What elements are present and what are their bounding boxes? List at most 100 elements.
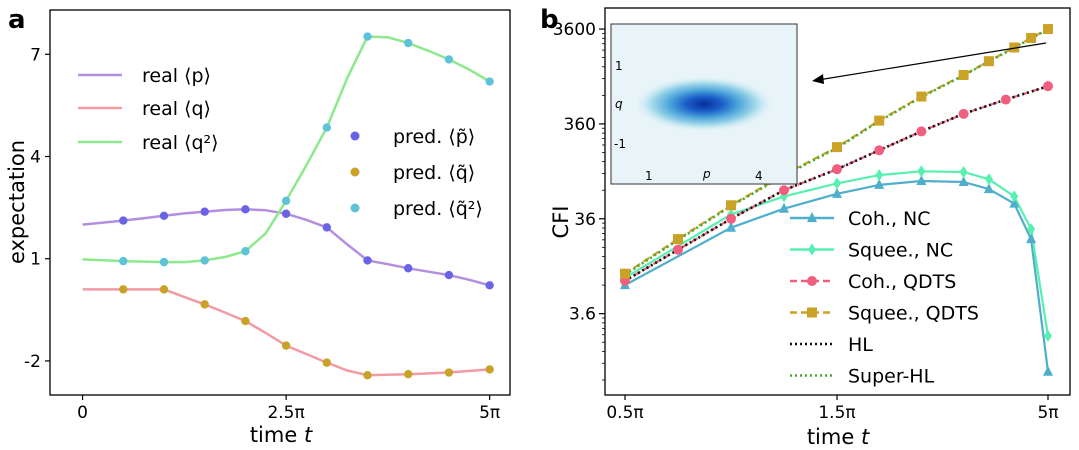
data-point-squee-qdts-2 xyxy=(726,200,736,211)
data-point-squee-nc-8 xyxy=(1010,190,1019,203)
data-point-squee-nc-4 xyxy=(875,169,884,182)
panel-b-letter: b xyxy=(540,5,559,35)
legend-label-squee-qdts: Squee., QDTS xyxy=(848,303,979,325)
panel-b-y-ticks: 3.6 36 360 3600 xyxy=(553,20,605,381)
legend-marker-coh-nc xyxy=(807,212,817,222)
x-tick-label: 0.5π xyxy=(606,403,643,423)
data-point-squee-qdts-11 xyxy=(1043,24,1053,35)
legend-label-hl: HL xyxy=(848,334,873,356)
data-point-pred-p-6 xyxy=(363,256,372,265)
inset-x-label: p xyxy=(702,167,711,181)
legend-swatch-pred-p xyxy=(350,131,360,141)
panel-a-frame xyxy=(49,9,511,396)
data-point-coh-nc-6 xyxy=(958,175,969,186)
legend-label-real-p: real ⟨p⟩ xyxy=(142,65,211,87)
data-point-pred-p-2 xyxy=(200,207,209,216)
data-point-squee-nc-9 xyxy=(1027,223,1036,236)
data-point-pred-q-6 xyxy=(363,32,372,41)
data-point-coh-qdts-8 xyxy=(1000,94,1011,105)
data-point-coh-qdts-3 xyxy=(779,185,789,196)
data-point-coh-nc-7 xyxy=(983,183,994,194)
x-tick-label: 1.5π xyxy=(818,403,855,423)
data-point-squee-qdts-7 xyxy=(958,70,969,81)
series-line-hl xyxy=(624,84,1049,282)
data-point-coh-nc-9 xyxy=(1026,233,1037,244)
data-point-pred-p-7 xyxy=(404,264,413,273)
inset-x-tick-4: 4 xyxy=(755,169,763,183)
data-point-pred-q-9 xyxy=(485,365,494,374)
data-point-coh-qdts-9 xyxy=(1043,81,1053,92)
y-tick-label: 3.6 xyxy=(569,305,596,325)
data-point-squee-nc-6 xyxy=(959,166,968,179)
data-point-squee-qdts-1 xyxy=(673,234,683,245)
y-tick-label: 360 xyxy=(564,115,596,135)
y-tick-label: 3600 xyxy=(553,20,596,40)
data-point-coh-qdts-5 xyxy=(874,145,885,156)
panel-b-inset-heatmap: 1 -1 q 1 4 p xyxy=(610,23,798,185)
x-tick-label: 2.5π xyxy=(267,403,304,423)
data-point-pred-q-6 xyxy=(363,371,372,380)
data-point-coh-nc-8 xyxy=(1009,197,1020,208)
legend-marker-coh-qdts xyxy=(807,276,817,286)
series-line-real-q xyxy=(82,35,491,264)
panel-a-y-axis-label: expectation xyxy=(5,140,29,264)
data-point-pred-q-0 xyxy=(119,285,128,294)
data-point-pred-q-4 xyxy=(281,196,291,205)
data-point-squee-nc-3 xyxy=(833,177,841,190)
data-point-squee-qdts-8 xyxy=(983,56,994,67)
inset-y-label: q xyxy=(615,97,623,111)
data-point-pred-p-5 xyxy=(322,223,332,232)
legend-label-pred-q2: pred. ⟨q̃²⟩ xyxy=(393,198,483,220)
data-point-coh-nc-2 xyxy=(779,202,789,213)
data-point-squee-nc-7 xyxy=(984,173,993,186)
panel-b-chart: 0.5π 1.5π 5π 3.6 36 360 3600 time t CFI 1 -1 … xyxy=(549,7,1071,449)
legend-label-pred-p: pred. ⟨p̃⟩ xyxy=(393,126,475,148)
data-point-pred-q-4 xyxy=(281,341,291,350)
inset-pointer-arrow xyxy=(812,42,1047,84)
panel-b-legend: Coh., NC Squee., NC Coh., QDTS Squee., QDTS… xyxy=(790,208,979,388)
panel-b-x-ticks: 0.5π 1.5π 5π xyxy=(606,395,1059,423)
legend-swatch-pred-q2 xyxy=(350,203,360,213)
data-point-squee-nc-5 xyxy=(917,165,926,178)
inset-y-tick-neg1: -1 xyxy=(614,137,626,151)
panel-a-y-ticks: 7 4 1 -2 xyxy=(24,45,50,372)
data-point-coh-qdts-2 xyxy=(726,213,736,224)
data-point-pred-q-8 xyxy=(444,55,454,64)
data-point-pred-p-3 xyxy=(241,205,250,214)
panel-a-points xyxy=(119,32,494,380)
panel-b-x-axis-label: time t xyxy=(807,425,870,449)
data-point-pred-q-7 xyxy=(404,370,413,379)
data-point-pred-q-9 xyxy=(485,77,494,86)
panel-a-chart: 0 2.5π 5π 7 4 1 -2 time t expectation real ⟨p… xyxy=(5,9,511,447)
y-tick-label: 4 xyxy=(30,148,41,168)
panel-a-legend-pred: pred. ⟨p̃⟩ pred. ⟨q̃⟩ pred. ⟨q̃²⟩ xyxy=(350,126,483,220)
data-point-pred-q-5 xyxy=(322,123,332,132)
data-point-pred-q-0 xyxy=(119,256,128,266)
data-point-pred-q-2 xyxy=(200,300,209,309)
series-line-coh-nc xyxy=(624,179,1050,372)
panel-b-y-axis-label: CFI xyxy=(549,206,573,239)
data-point-coh-qdts-6 xyxy=(916,126,927,137)
data-point-pred-q-3 xyxy=(241,247,250,256)
series-line-real-q xyxy=(82,288,490,377)
data-point-coh-qdts-4 xyxy=(832,164,842,175)
data-point-squee-qdts-5 xyxy=(874,115,885,126)
data-point-coh-nc-1 xyxy=(726,221,736,232)
legend-label-super-hl: Super-HL xyxy=(848,366,935,388)
data-point-pred-p-4 xyxy=(281,209,291,218)
panel-a-x-axis-label: time t xyxy=(250,423,313,447)
y-tick-label: 1 xyxy=(30,250,41,270)
data-point-pred-p-9 xyxy=(485,281,494,290)
data-point-coh-nc-3 xyxy=(832,187,842,198)
y-tick-label: 36 xyxy=(574,210,596,230)
y-tick-label: -2 xyxy=(24,352,41,372)
series-line-super-hl xyxy=(624,28,1049,276)
inset-y-tick-1: 1 xyxy=(615,59,623,73)
data-point-pred-p-0 xyxy=(119,216,128,225)
panel-a-letter: a xyxy=(8,5,26,35)
data-point-coh-qdts-7 xyxy=(958,108,969,119)
x-tick-label: 5π xyxy=(479,403,500,423)
data-point-pred-q-2 xyxy=(200,256,209,265)
y-tick-label: 7 xyxy=(30,45,41,65)
